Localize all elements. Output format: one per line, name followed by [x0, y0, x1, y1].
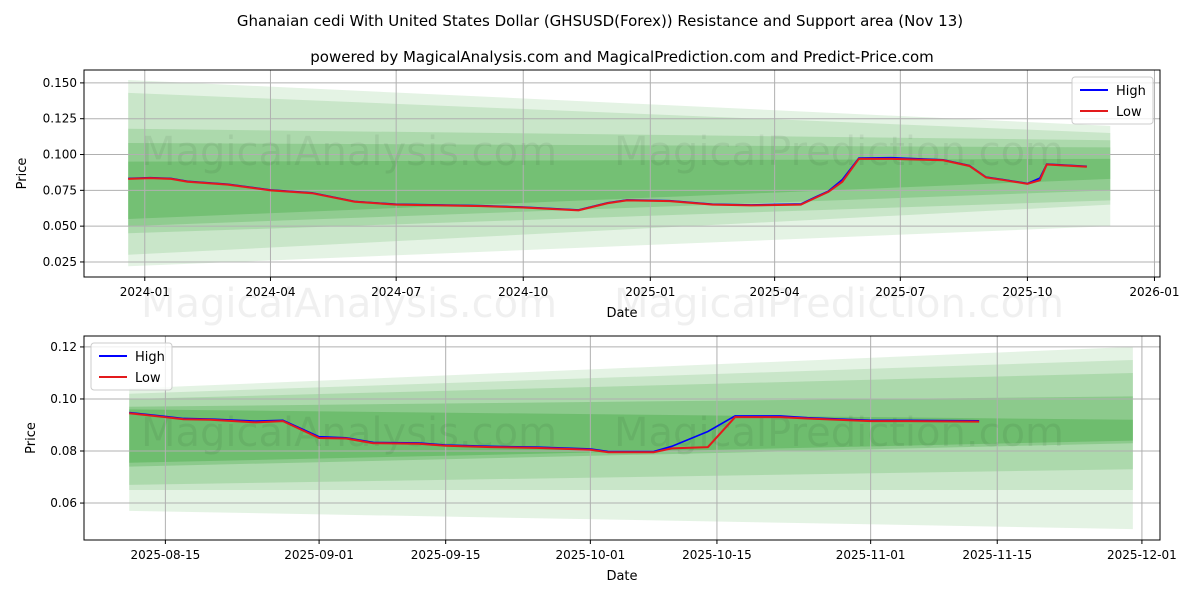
- x-tick-label: 2024-10: [498, 285, 548, 299]
- y-tick-label: 0.075: [43, 183, 77, 197]
- x-axis-label: Date: [606, 569, 637, 584]
- band-1: [128, 80, 1111, 267]
- band-2: [129, 359, 1133, 491]
- band-1: [129, 346, 1133, 530]
- legend-box: [90, 342, 173, 391]
- watermark: MagicalPrediction.com: [614, 410, 1064, 456]
- y-axis-label: Price: [24, 422, 39, 454]
- x-tick-label: 2024-07: [371, 285, 421, 299]
- chart-subtitle: powered by MagicalAnalysis.com and Magic…: [310, 48, 934, 66]
- x-tick-label: 2025-11-01: [836, 548, 906, 562]
- x-tick-label: 2025-09-01: [284, 548, 354, 562]
- legend: High Low: [1071, 76, 1154, 125]
- x-tick-label: 2025-11-15: [962, 548, 1032, 562]
- legend-box: [1071, 76, 1154, 125]
- axes-frame: [83, 69, 1161, 278]
- x-tick-label: 2025-09-15: [411, 548, 481, 562]
- y-tick-label: 0.100: [43, 148, 77, 162]
- axes-frame: [83, 335, 1161, 541]
- y-tick-label: 0.050: [43, 219, 77, 233]
- x-tick-label: 2025-10: [1002, 285, 1052, 299]
- x-tick-label: 2025-10-01: [555, 548, 625, 562]
- y-axis-label: Price: [15, 158, 30, 190]
- x-tick-label: 2025-07: [875, 285, 925, 299]
- legend-label-low: Low: [135, 371, 161, 386]
- watermark: MagicalAnalysis.com: [141, 410, 557, 456]
- y-tick-label: 0.10: [50, 392, 77, 406]
- watermark: MagicalPrediction.com: [614, 129, 1064, 175]
- band-5: [129, 409, 1133, 463]
- y-tick-label: 0.06: [50, 496, 77, 510]
- band-2: [128, 92, 1111, 255]
- watermark: MagicalAnalysis.com: [141, 129, 557, 175]
- y-tick-label: 0.12: [50, 340, 77, 354]
- chart-title: Ghanaian cedi With United States Dollar …: [237, 12, 963, 30]
- x-tick-label: 2025-12-01: [1107, 548, 1177, 562]
- band-4: [128, 143, 1111, 227]
- chart-panel-1: 2024-01 2024-04 2024-07 2024-10 2025-01 2025-…: [15, 69, 1180, 327]
- y-tick-label: 0.125: [43, 112, 77, 126]
- watermark: MagicalPrediction.com: [614, 281, 1064, 327]
- series-line-low: [128, 157, 1087, 212]
- band-3: [129, 372, 1133, 485]
- chart-panel-2: 2025-08-15 2025-09-01 2025-09-15 2025-10-01…: [24, 335, 1177, 584]
- legend-label-high: High: [135, 350, 165, 365]
- x-tick-label: 2025-01: [625, 285, 675, 299]
- x-tick-label: 2024-01: [120, 285, 170, 299]
- legend: High Low: [90, 342, 173, 391]
- y-tick-label: 0.150: [43, 76, 77, 90]
- x-tick-label: 2026-01: [1129, 285, 1179, 299]
- x-tick-label: 2025-10-15: [682, 548, 752, 562]
- legend-label-high: High: [1116, 84, 1146, 99]
- x-tick-label: 2024-04: [245, 285, 295, 299]
- band-4: [129, 396, 1133, 467]
- watermark: MagicalAnalysis.com: [141, 281, 557, 327]
- y-tick-label: 0.025: [43, 255, 77, 269]
- x-tick-label: 2025-08-15: [131, 548, 201, 562]
- x-tick-label: 2025-04: [750, 285, 800, 299]
- x-axis-label: Date: [606, 306, 637, 321]
- series-line-low: [129, 412, 980, 454]
- y-tick-label: 0.08: [50, 444, 77, 458]
- legend-label-low: Low: [1116, 105, 1142, 120]
